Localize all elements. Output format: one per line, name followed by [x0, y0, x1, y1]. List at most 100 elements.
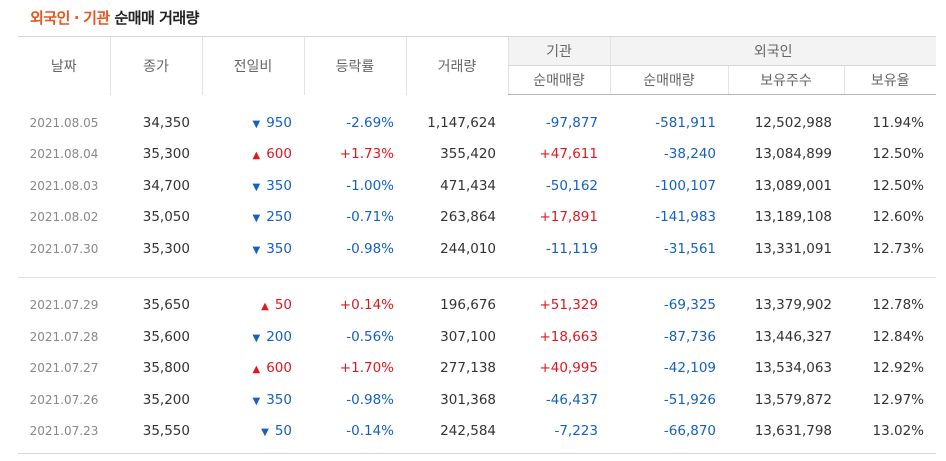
foreign-net-cell: -87,736 [663, 328, 716, 345]
change-value: 50 [274, 297, 292, 314]
rate-cell: -0.71% [346, 209, 394, 226]
foreign-net-cell: -38,240 [663, 146, 716, 163]
foreign-net-cell: -42,109 [663, 360, 716, 377]
table-row: 2021.08.05 34,350 ▼ 950 -2.69% 1,147,624 -97,8… [18, 107, 936, 139]
date-cell: 2021.08.05 [29, 115, 99, 130]
close-cell: 34,350 [142, 114, 190, 131]
foreign-hold-cell: 13,446,327 [754, 328, 832, 345]
foreign-ratio-cell: 12.78% [872, 297, 924, 314]
change-value: 950 [266, 114, 292, 131]
change-value: 350 [266, 240, 292, 257]
date-cell: 2021.07.26 [29, 392, 99, 407]
foreign-net-cell: -51,926 [663, 391, 716, 408]
title-institution: 기관 [83, 9, 110, 27]
close-cell: 35,200 [142, 391, 190, 408]
up-triangle-icon: ▲ [252, 364, 261, 376]
section-title: 외국인 · 기관 순매매 거래량 [30, 7, 199, 28]
inst-net-cell: -7,223 [554, 423, 598, 440]
date-cell: 2021.07.23 [29, 424, 99, 439]
inst-net-cell: +17,891 [539, 209, 598, 226]
table-row: 2021.07.28 35,600 ▼ 200 -0.56% 307,100 +18,663… [18, 321, 936, 353]
table-row: 2021.07.30 35,300 ▼ 350 -0.98% 244,010 -11,119… [18, 233, 936, 265]
change-cell: ▼ 950 [202, 107, 304, 139]
title-dot: · [73, 9, 80, 27]
foreign-hold-cell: 13,331,091 [754, 240, 832, 257]
change-cell: ▼ 350 [202, 170, 304, 202]
change-cell: ▼ 350 [202, 384, 304, 416]
down-triangle-icon: ▼ [252, 118, 261, 130]
down-triangle-icon: ▼ [261, 427, 269, 439]
down-triangle-icon: ▼ [252, 244, 261, 256]
trading-table: 날짜 종가 전일비 등락률 거래량 기관 외국인 순매매량 순매매량 보유주수 … [18, 36, 936, 454]
header-institution: 기관 [507, 36, 610, 66]
change-cell: ▲ 50 [202, 290, 304, 322]
volume-cell: 301,368 [440, 391, 496, 408]
up-triangle-icon: ▲ [252, 150, 261, 162]
inst-net-cell: -46,437 [545, 391, 598, 408]
foreign-net-cell: -141,983 [655, 209, 716, 226]
change-cell: ▼ 250 [202, 202, 304, 234]
foreign-ratio-cell: 12.97% [872, 391, 924, 408]
close-cell: 34,700 [142, 177, 190, 194]
rate-cell: +1.73% [339, 146, 394, 163]
foreign-net-cell: -100,107 [655, 177, 716, 194]
foreign-net-cell: -581,911 [655, 114, 716, 131]
up-triangle-icon: ▲ [261, 301, 269, 313]
date-cell: 2021.08.02 [29, 210, 99, 225]
table-row: 2021.08.03 34,700 ▼ 350 -1.00% 471,434 -50,162… [18, 170, 936, 202]
volume-cell: 1,147,624 [427, 114, 496, 131]
change-value: 50 [274, 423, 292, 440]
header-rate: 등락률 [303, 36, 406, 95]
date-cell: 2021.07.28 [29, 329, 99, 344]
inst-net-cell: -97,877 [545, 114, 598, 131]
foreign-ratio-cell: 12.73% [872, 240, 924, 257]
foreign-net-cell: -31,561 [663, 240, 716, 257]
close-cell: 35,050 [142, 209, 190, 226]
foreign-hold-cell: 13,631,798 [754, 423, 832, 440]
foreign-hold-cell: 13,379,902 [754, 297, 832, 314]
table-row: 2021.07.29 35,650 ▲ 50 +0.14% 196,676 +51,329 -… [18, 290, 936, 322]
close-cell: 35,300 [142, 146, 190, 163]
inst-net-cell: +18,663 [539, 328, 598, 345]
date-cell: 2021.07.29 [29, 298, 99, 313]
header-volume: 거래량 [405, 36, 508, 95]
foreign-ratio-cell: 12.84% [872, 328, 924, 345]
change-value: 250 [266, 209, 292, 226]
rate-cell: -2.69% [346, 114, 394, 131]
table-row: 2021.07.27 35,800 ▲ 600 +1.70% 277,138 +40,995… [18, 353, 936, 385]
volume-cell: 242,584 [440, 423, 496, 440]
foreign-hold-cell: 13,579,872 [754, 391, 832, 408]
volume-cell: 263,864 [440, 209, 496, 226]
header-date: 날짜 [18, 36, 110, 95]
rate-cell: -0.56% [346, 328, 394, 345]
inst-net-cell: -50,162 [545, 177, 598, 194]
title-foreign: 외국인 [30, 9, 70, 27]
inst-net-cell: -11,119 [545, 240, 598, 257]
inst-net-cell: +40,995 [539, 360, 598, 377]
table-row: 2021.08.04 35,300 ▲ 600 +1.73% 355,420 +47,611… [18, 139, 936, 171]
close-cell: 35,550 [142, 423, 190, 440]
rate-cell: -1.00% [346, 177, 394, 194]
foreign-hold-cell: 13,084,899 [754, 146, 832, 163]
foreign-net-cell: -69,325 [663, 297, 716, 314]
header-foreign-hold: 보유주수 [727, 65, 844, 95]
header-foreign-ratio: 보유율 [843, 65, 936, 95]
change-value: 350 [266, 177, 292, 194]
foreign-net-cell: -66,870 [663, 423, 716, 440]
header-change: 전일비 [201, 36, 304, 95]
rate-cell: +1.70% [339, 360, 394, 377]
change-cell: ▼ 50 [202, 416, 304, 448]
header-foreign: 외국인 [609, 36, 936, 66]
foreign-hold-cell: 13,534,063 [754, 360, 832, 377]
change-cell: ▲ 600 [202, 353, 304, 385]
table-row: 2021.08.02 35,050 ▼ 250 -0.71% 263,864 +17,891… [18, 202, 936, 234]
date-cell: 2021.07.27 [29, 361, 99, 376]
volume-cell: 244,010 [440, 240, 496, 257]
rate-cell: -0.98% [346, 391, 394, 408]
change-value: 600 [266, 146, 292, 163]
volume-cell: 355,420 [440, 146, 496, 163]
inst-net-cell: +47,611 [539, 146, 598, 163]
close-cell: 35,600 [142, 328, 190, 345]
volume-cell: 196,676 [440, 297, 496, 314]
rate-cell: -0.98% [346, 240, 394, 257]
